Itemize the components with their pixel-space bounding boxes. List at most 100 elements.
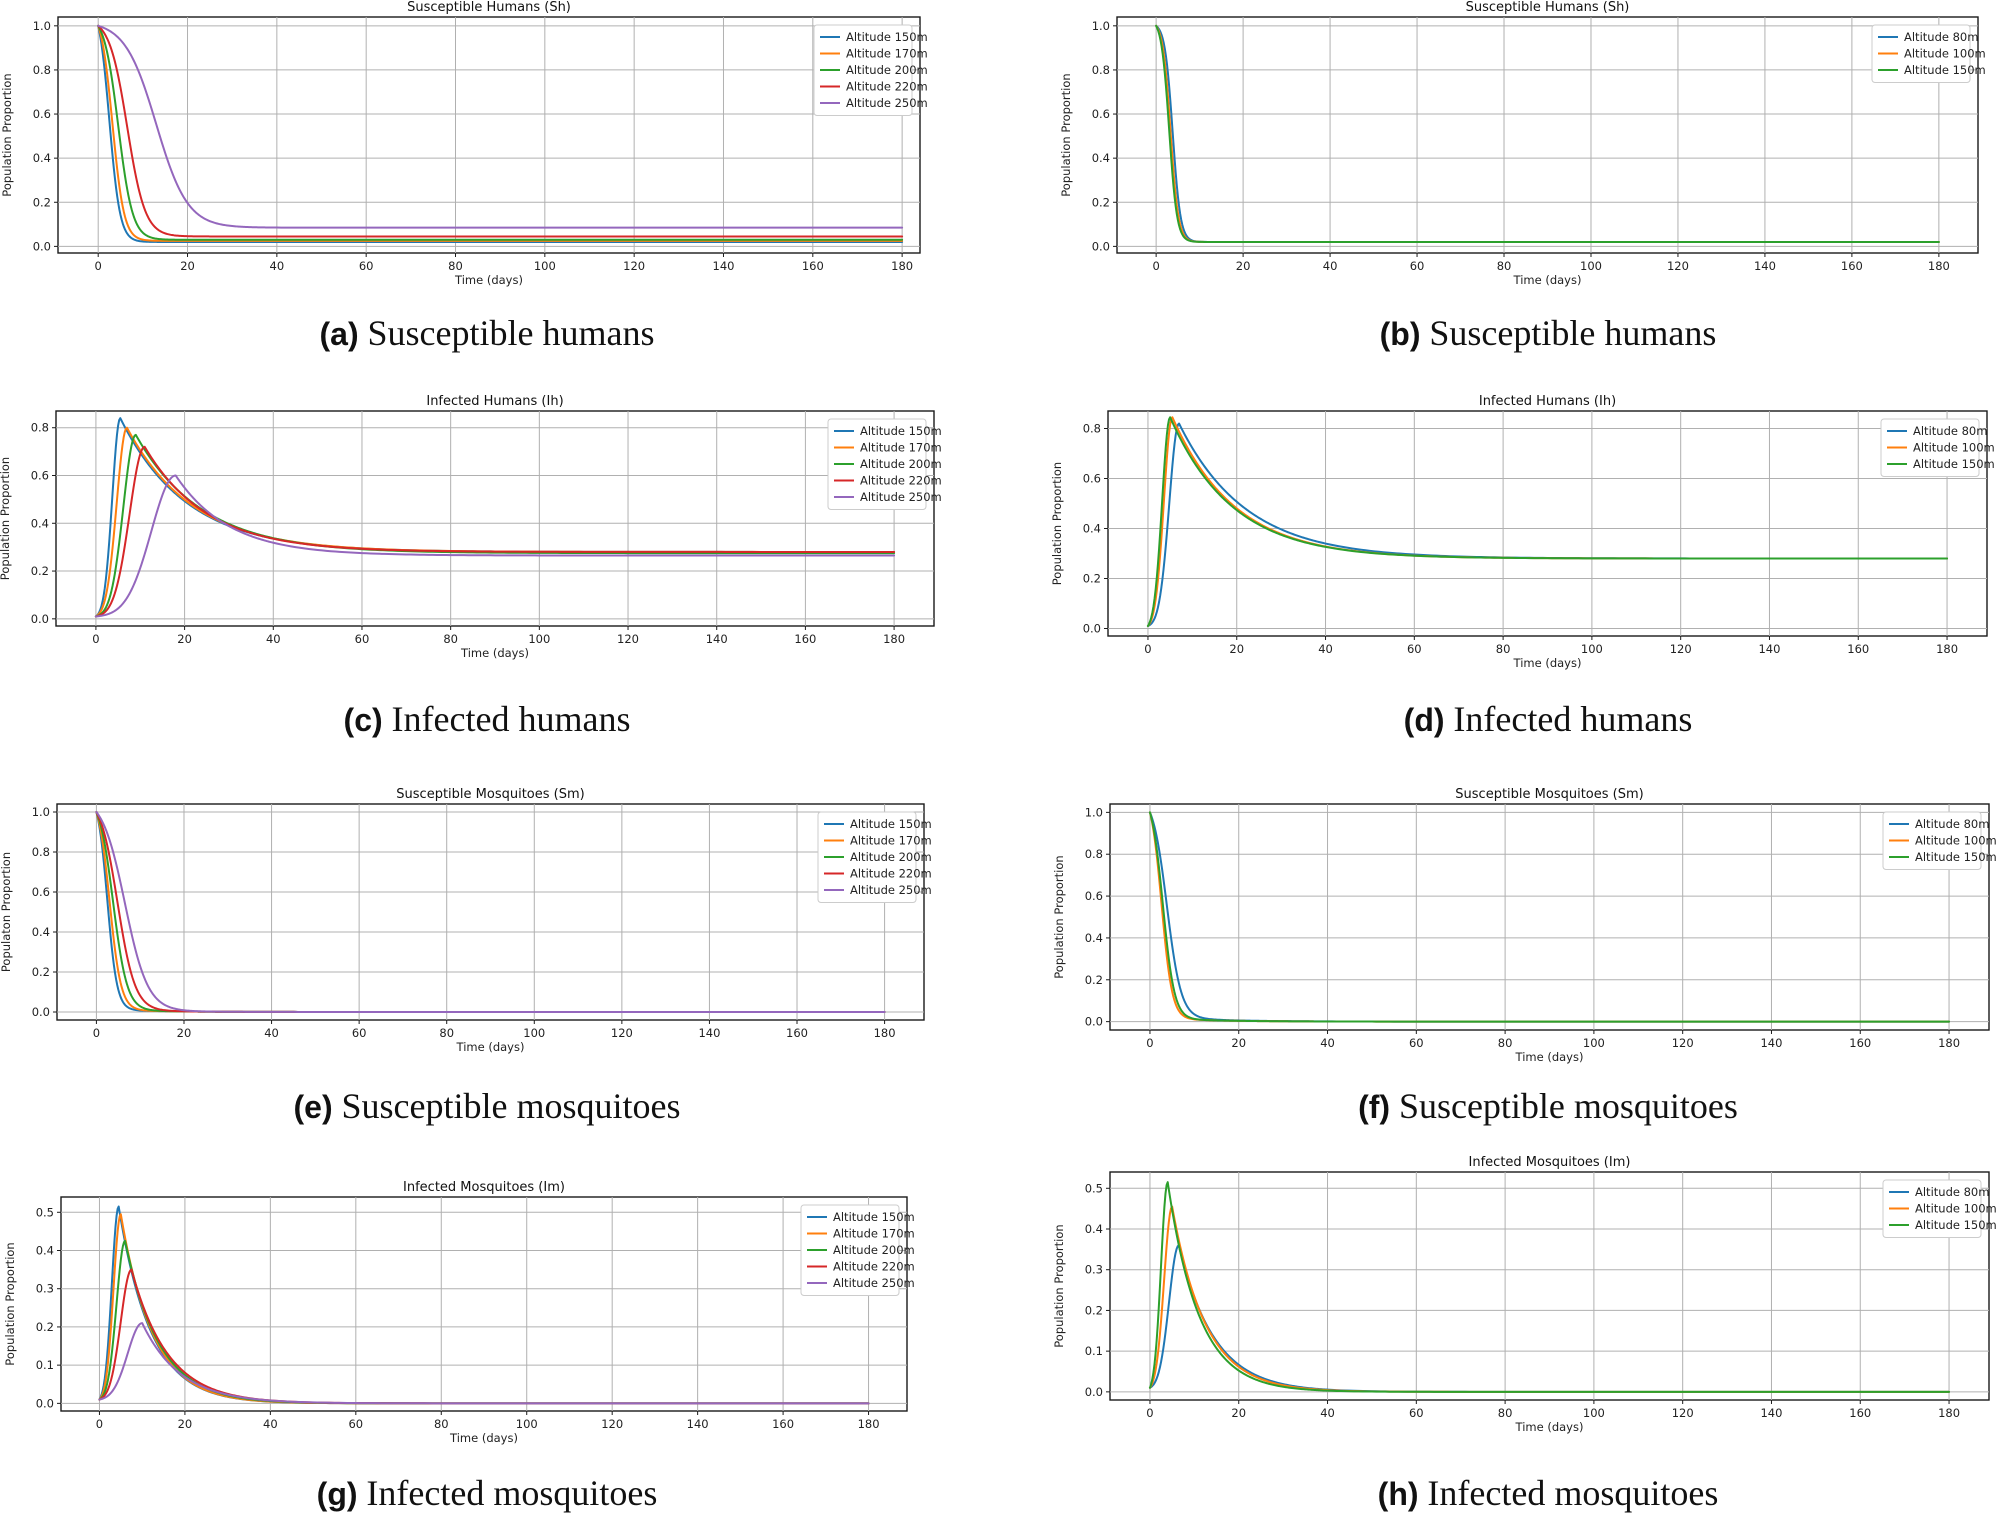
x-tick-label: 60 [1410,259,1425,273]
x-tick-label: 20 [1231,1406,1246,1420]
chart-title: Infected Humans (Ih) [426,394,563,409]
series-line-altitude-150m [97,24,904,243]
caption-a: (a) Susceptible humans [320,313,655,353]
legend-box [1882,811,1982,870]
y-axis-label: Population Proportion [1059,73,1073,196]
y-tick-label: 0.0 [33,239,51,253]
series-group [94,417,896,618]
y-tick-label: 0.4 [1085,1222,1103,1236]
legend-entry: Altitude 150m [1915,850,1997,864]
x-tick-label: 20 [178,1417,193,1431]
x-tick-label: 80 [448,259,463,273]
caption-g: (g) Infected mosquitoes [317,1473,658,1513]
y-tick-label: 0.2 [36,1320,54,1334]
chart-title: Infected Mosquitoes (Im) [403,1180,565,1195]
y-tick-label: 0.6 [1083,472,1101,486]
y-tick-label: 1.0 [1085,805,1103,819]
x-tick-label: 160 [772,1417,794,1431]
x-tick-label: 80 [434,1417,449,1431]
y-tick-label: 0.0 [31,612,49,626]
x-tick-label: 60 [352,1026,367,1040]
y-tick-label: 0.6 [31,469,49,483]
caption-letter: (e) [294,1089,342,1125]
x-tick-label: 40 [264,1026,279,1040]
x-tick-label: 80 [1498,1036,1513,1050]
x-tick-label: 180 [874,1026,896,1040]
caption-text: Susceptible humans [368,313,655,353]
y-tick-label: 0.4 [36,1244,54,1258]
legend-box [827,418,927,510]
x-tick-label: 60 [355,632,370,646]
legend-box [1871,24,1971,83]
y-tick-label: 0.0 [1083,622,1101,636]
y-tick-label: 0.2 [1092,195,1110,209]
legend: Altitude 150m Altitude 170m Altitude 200m A… [813,24,928,116]
caption-text: Susceptible mosquitoes [1399,1086,1738,1126]
legend-entry: Altitude 150m [860,424,942,438]
x-tick-label: 40 [1320,1036,1335,1050]
x-tick-label: 40 [1318,642,1333,656]
y-tick-label: 0.0 [1085,1385,1103,1399]
y-tick-label: 0.6 [1092,107,1110,121]
plot-area [55,410,935,627]
x-axis-label: Time (days) [1515,1420,1584,1434]
legend-entry: Altitude 250m [846,96,928,110]
legend-entry: Altitude 250m [860,490,942,504]
x-tick-label: 0 [1146,1036,1153,1050]
chart-panel-c: 0 20 40 60 80 100 120 140 160 180 0.0 0.2 0.4 0.6 0.8 I… [0,394,942,660]
x-tick-label: 60 [348,1417,363,1431]
series-line-altitude-220m [97,24,904,238]
legend: Altitude 80m Altitude 100m Altitude 150m [1882,1179,1997,1238]
x-tick-label: 180 [1928,259,1950,273]
x-tick-label: 100 [1583,1036,1605,1050]
caption-letter: (d) [1404,702,1454,738]
caption-c: (c) Infected humans [344,699,631,739]
y-tick-label: 0.4 [32,925,50,939]
legend-entry: Altitude 150m [1904,63,1986,77]
legend-entry: Altitude 150m [846,30,928,44]
x-tick-label: 180 [1938,1406,1960,1420]
plot-area [57,16,921,254]
legend-entry: Altitude 80m [1904,30,1978,44]
y-tick-label: 0.3 [1085,1263,1103,1277]
legend-entry: Altitude 80m [1915,817,1989,831]
series-line-altitude-150m [1146,416,1949,627]
y-tick-label: 0.2 [1085,973,1103,987]
y-tick-label: 0.8 [1085,847,1103,861]
x-tick-label: 100 [523,1026,545,1040]
y-tick-label: 0.8 [33,63,51,77]
series-group [98,1205,870,1405]
legend-box [1882,1179,1982,1238]
x-tick-label: 120 [1672,1036,1694,1050]
x-tick-label: 160 [1849,1406,1871,1420]
y-tick-label: 0.5 [36,1205,54,1219]
x-tick-label: 160 [1841,259,1863,273]
x-tick-label: 60 [1409,1036,1424,1050]
series-group [95,811,886,1013]
x-tick-label: 40 [1320,1406,1335,1420]
x-axis-label: Time (days) [1513,273,1582,287]
x-tick-label: 160 [794,632,816,646]
x-tick-label: 40 [1323,259,1338,273]
x-tick-label: 120 [601,1417,623,1431]
y-tick-label: 0.8 [1083,422,1101,436]
y-tick-label: 0.6 [32,885,50,899]
series-group [1148,1181,1951,1393]
legend-entry: Altitude 220m [850,867,932,881]
chart-title: Susceptible Mosquitoes (Sm) [396,787,584,802]
caption-text: Infected humans [1453,699,1692,739]
y-tick-label: 0.4 [31,516,49,530]
legend-entry: Altitude 150m [1913,457,1995,471]
x-tick-label: 120 [617,632,639,646]
y-tick-label: 0.2 [1085,1303,1103,1317]
legend: Altitude 150m Altitude 170m Altitude 200m A… [827,418,942,510]
y-tick-label: 0.3 [36,1282,54,1296]
y-tick-label: 1.0 [32,805,50,819]
x-tick-label: 120 [1672,1406,1694,1420]
y-axis-label: Population Proportion [1052,855,1066,978]
plot-area [60,1196,908,1412]
panels-layer: 0 20 40 60 80 100 120 140 160 180 0.0 0.2 0.4 0.6 0.8 1… [0,0,1997,1445]
series-line-altitude-150m [1148,1181,1951,1393]
caption-text: Susceptible humans [1429,313,1716,353]
series-line-altitude-250m [94,474,896,618]
